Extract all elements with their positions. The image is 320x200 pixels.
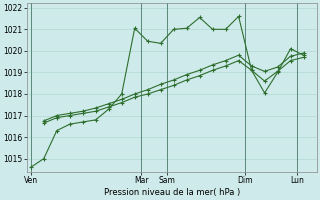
X-axis label: Pression niveau de la mer( hPa ): Pression niveau de la mer( hPa ) [104,188,240,197]
